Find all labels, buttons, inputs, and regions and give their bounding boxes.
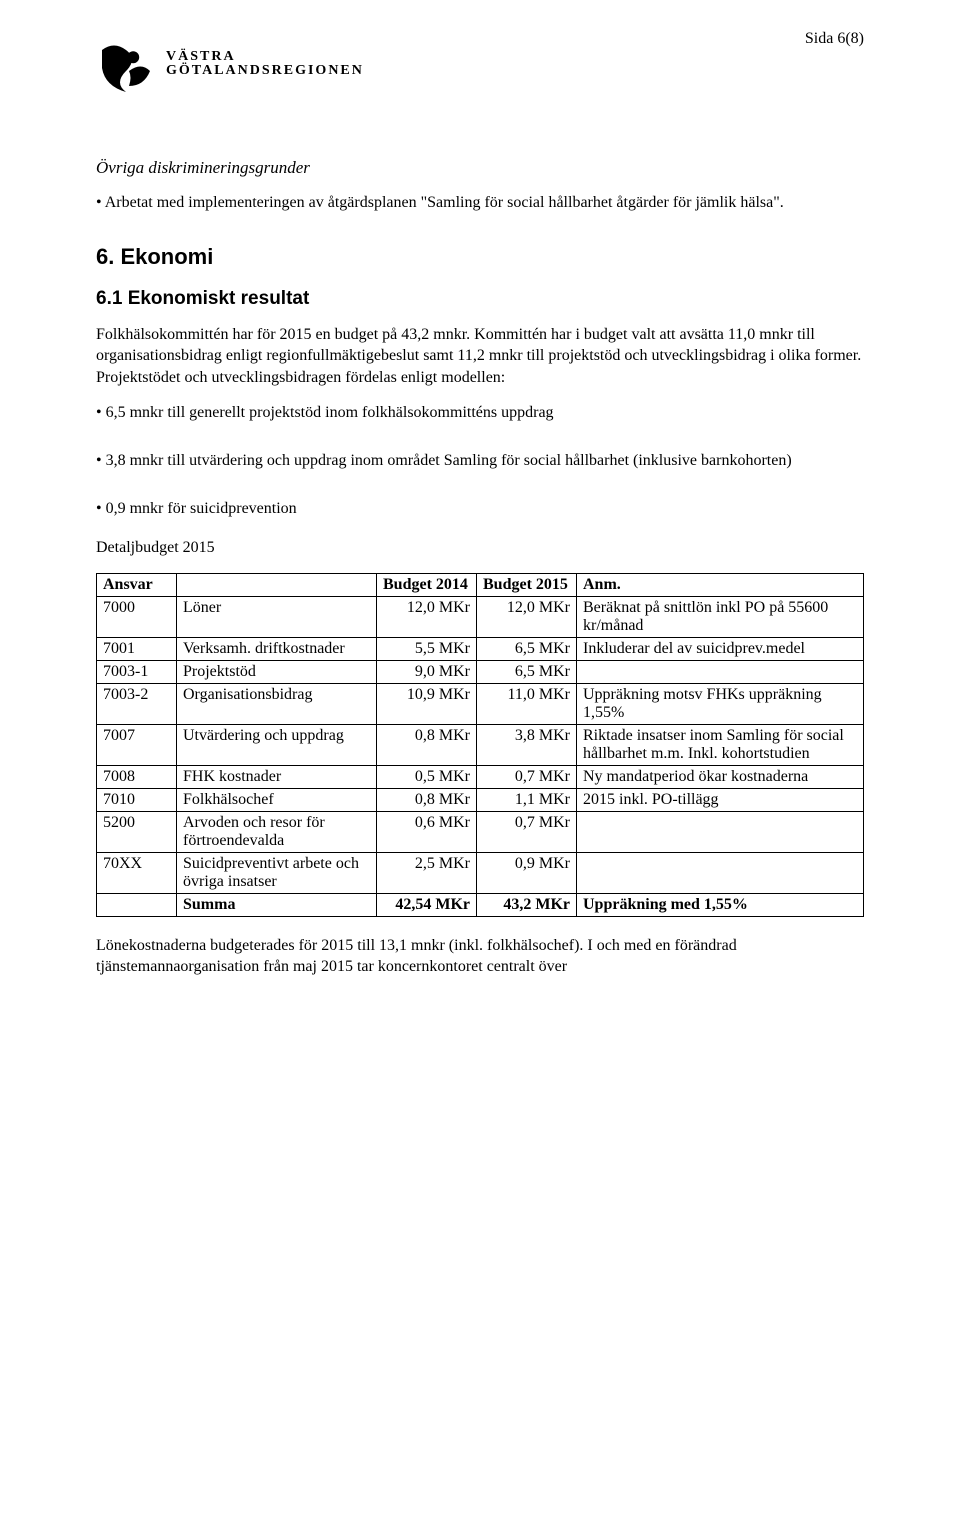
- col-ansvar: Ansvar: [97, 573, 177, 596]
- table-header-row: Ansvar Budget 2014 Budget 2015 Anm.: [97, 573, 864, 596]
- cell-anm: Uppräkning motsv FHKs uppräkning 1,55%: [577, 683, 864, 724]
- cell-b14: 5,5 MKr: [377, 637, 477, 660]
- cell-anm: 2015 inkl. PO-tillägg: [577, 788, 864, 811]
- table-row: 7007Utvärdering och uppdrag0,8 MKr3,8 MK…: [97, 724, 864, 765]
- cell-anm: [577, 852, 864, 893]
- bullet-item: • 3,8 mnkr till utvärdering och uppdrag …: [96, 450, 864, 472]
- cell-desc: FHK kostnader: [177, 765, 377, 788]
- cell-b14: 10,9 MKr: [377, 683, 477, 724]
- cell-desc: Arvoden och resor för förtroendevalda: [177, 811, 377, 852]
- heading-ekonomi: 6. Ekonomi: [96, 244, 864, 270]
- col-empty: [177, 573, 377, 596]
- cell-code: 70XX: [97, 852, 177, 893]
- cell-anm: Riktade insatser inom Samling för social…: [577, 724, 864, 765]
- cell-b15: 0,9 MKr: [477, 852, 577, 893]
- paragraph-intro: Folkhälsokommittén har för 2015 en budge…: [96, 324, 864, 389]
- section-heading-italic: Övriga diskrimineringsgrunder: [96, 158, 864, 178]
- cell-anm: Uppräkning med 1,55%: [577, 893, 864, 916]
- budget-table: Ansvar Budget 2014 Budget 2015 Anm. 7000…: [96, 573, 864, 917]
- cell-anm: Ny mandatperiod ökar kostnaderna: [577, 765, 864, 788]
- cell-sum-label: Summa: [177, 893, 377, 916]
- cell-desc: Verksamh. driftkostnader: [177, 637, 377, 660]
- cell-code: 7010: [97, 788, 177, 811]
- cell-b14: 2,5 MKr: [377, 852, 477, 893]
- table-row: 7003-2Organisationsbidrag10,9 MKr11,0 MK…: [97, 683, 864, 724]
- logo-text-line1: VÄSTRA: [166, 50, 364, 64]
- cell-b14: 42,54 MKr: [377, 893, 477, 916]
- paragraph-footer: Lönekostnaderna budgeterades för 2015 ti…: [96, 935, 864, 978]
- cell-anm: [577, 811, 864, 852]
- cell-desc: Suicidpreventivt arbete och övriga insat…: [177, 852, 377, 893]
- cell-desc: Organisationsbidrag: [177, 683, 377, 724]
- cell-b14: 0,5 MKr: [377, 765, 477, 788]
- table-row: 7001Verksamh. driftkostnader5,5 MKr6,5 M…: [97, 637, 864, 660]
- cell-desc: Löner: [177, 596, 377, 637]
- cell-code: 7003-1: [97, 660, 177, 683]
- region-logo-icon: [96, 38, 156, 98]
- table-row: 7003-1Projektstöd9,0 MKr6,5 MKr: [97, 660, 864, 683]
- cell-b15: 6,5 MKr: [477, 637, 577, 660]
- cell-b14: 0,8 MKr: [377, 788, 477, 811]
- cell-desc: Utvärdering och uppdrag: [177, 724, 377, 765]
- table-row-sum: Summa42,54 MKr43,2 MKrUppräkning med 1,5…: [97, 893, 864, 916]
- logo-block: VÄSTRA GÖTALANDSREGIONEN: [96, 38, 864, 98]
- detaljbudget-label: Detaljbudget 2015: [96, 537, 864, 559]
- cell-b15: 3,8 MKr: [477, 724, 577, 765]
- logo-text: VÄSTRA GÖTALANDSREGIONEN: [166, 38, 364, 78]
- page-number: Sida 6(8): [805, 30, 864, 48]
- cell-code: 7000: [97, 596, 177, 637]
- cell-anm: Inkluderar del av suicidprev.medel: [577, 637, 864, 660]
- cell-b15: 0,7 MKr: [477, 765, 577, 788]
- table-row: 7008FHK kostnader0,5 MKr0,7 MKrNy mandat…: [97, 765, 864, 788]
- col-budget-2015: Budget 2015: [477, 573, 577, 596]
- cell-anm: Beräknat på snittlön inkl PO på 55600 kr…: [577, 596, 864, 637]
- cell-code: 7001: [97, 637, 177, 660]
- table-row: 7010Folkhälsochef0,8 MKr1,1 MKr2015 inkl…: [97, 788, 864, 811]
- cell-code: [97, 893, 177, 916]
- cell-b15: 12,0 MKr: [477, 596, 577, 637]
- cell-b15: 0,7 MKr: [477, 811, 577, 852]
- cell-anm: [577, 660, 864, 683]
- table-row: 5200Arvoden och resor för förtroendevald…: [97, 811, 864, 852]
- cell-code: 7008: [97, 765, 177, 788]
- cell-code: 7007: [97, 724, 177, 765]
- table-row: 7000Löner12,0 MKr12,0 MKrBeräknat på sni…: [97, 596, 864, 637]
- col-anm: Anm.: [577, 573, 864, 596]
- logo-text-line2: GÖTALANDSREGIONEN: [166, 64, 364, 78]
- cell-desc: Projektstöd: [177, 660, 377, 683]
- cell-code: 7003-2: [97, 683, 177, 724]
- heading-ekonomiskt-resultat: 6.1 Ekonomiskt resultat: [96, 288, 864, 310]
- cell-b15: 11,0 MKr: [477, 683, 577, 724]
- document-page: Sida 6(8) VÄSTRA GÖTALANDSREGIONEN Övrig…: [0, 0, 960, 1030]
- bullet-item: • Arbetat med implementeringen av åtgärd…: [96, 192, 864, 214]
- bullet-item: • 6,5 mnkr till generellt projektstöd in…: [96, 402, 864, 424]
- cell-b14: 0,6 MKr: [377, 811, 477, 852]
- cell-code: 5200: [97, 811, 177, 852]
- cell-b15: 6,5 MKr: [477, 660, 577, 683]
- cell-b14: 9,0 MKr: [377, 660, 477, 683]
- cell-b14: 12,0 MKr: [377, 596, 477, 637]
- table-row: 70XXSuicidpreventivt arbete och övriga i…: [97, 852, 864, 893]
- cell-b15: 1,1 MKr: [477, 788, 577, 811]
- cell-b15: 43,2 MKr: [477, 893, 577, 916]
- cell-desc: Folkhälsochef: [177, 788, 377, 811]
- bullet-item: • 0,9 mnkr för suicidprevention: [96, 498, 864, 520]
- col-budget-2014: Budget 2014: [377, 573, 477, 596]
- cell-b14: 0,8 MKr: [377, 724, 477, 765]
